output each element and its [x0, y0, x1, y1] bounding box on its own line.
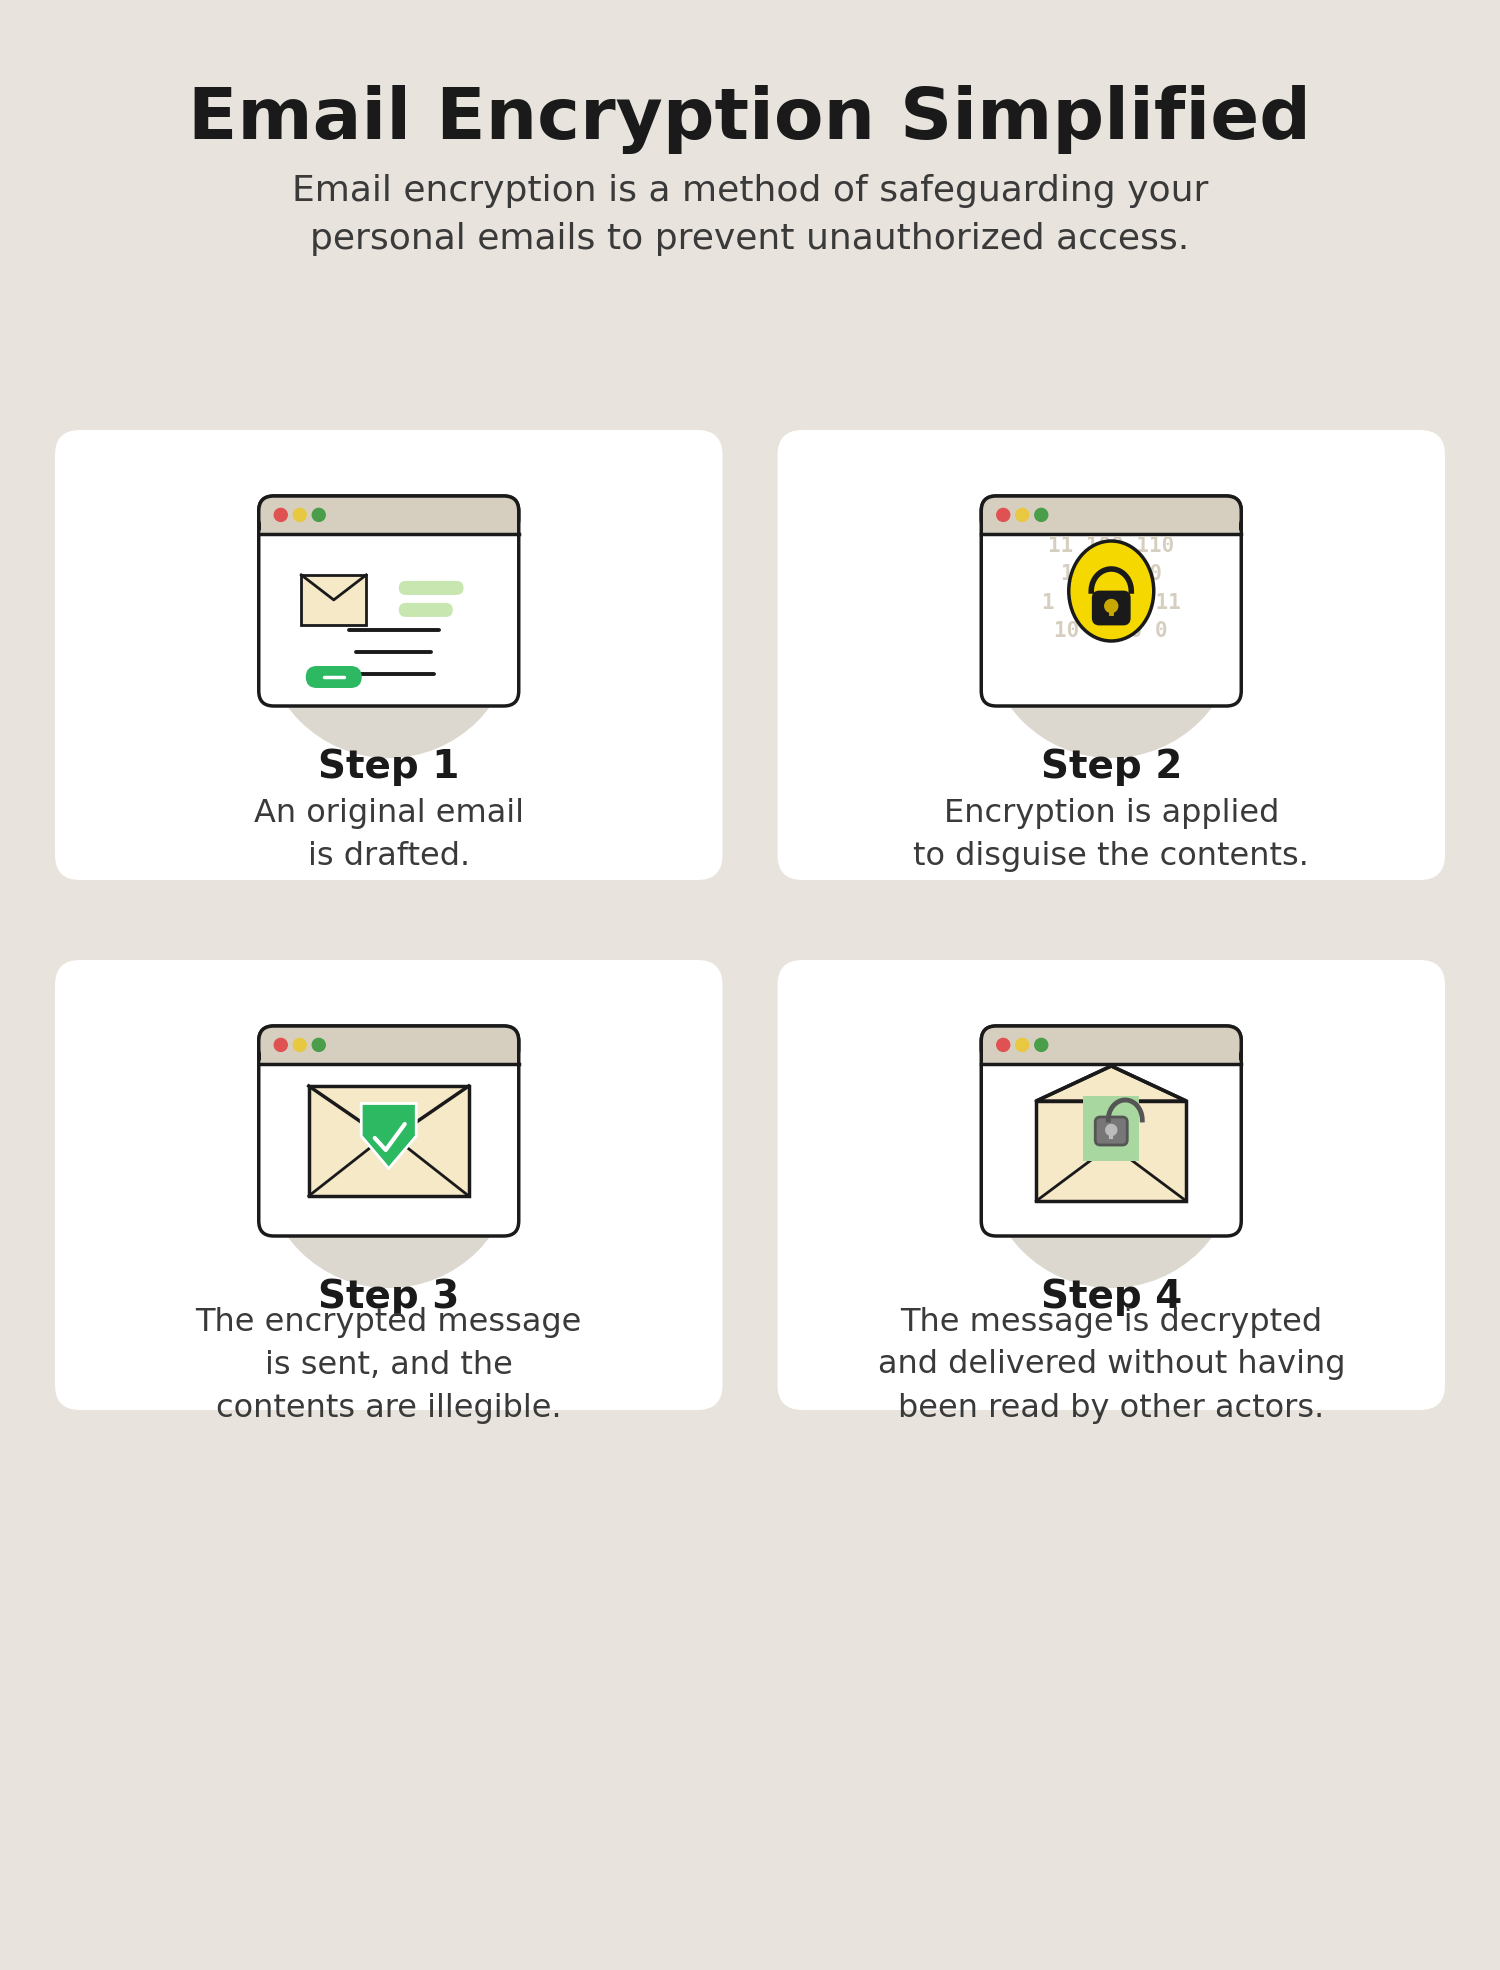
Circle shape	[1106, 1125, 1116, 1135]
Circle shape	[1016, 1038, 1029, 1052]
Text: Encryption is applied
to disguise the contents.: Encryption is applied to disguise the co…	[914, 798, 1310, 873]
Circle shape	[1035, 508, 1047, 522]
FancyBboxPatch shape	[981, 1026, 1240, 1064]
Text: 11     0: 11 0	[1060, 563, 1161, 583]
Polygon shape	[1036, 1066, 1187, 1101]
FancyBboxPatch shape	[260, 1026, 519, 1064]
Circle shape	[987, 508, 1236, 756]
Circle shape	[996, 1038, 1010, 1052]
Circle shape	[1035, 1038, 1047, 1052]
Circle shape	[294, 1038, 306, 1052]
Text: Email Encryption Simplified: Email Encryption Simplified	[189, 85, 1311, 154]
Circle shape	[274, 1038, 288, 1052]
FancyBboxPatch shape	[399, 603, 453, 617]
FancyBboxPatch shape	[260, 496, 519, 534]
Text: Step 2: Step 2	[1041, 749, 1182, 786]
Text: An original email
is drafted.: An original email is drafted.	[254, 798, 524, 873]
Text: Email encryption is a method of safeguarding your
personal emails to prevent una: Email encryption is a method of safeguar…	[292, 173, 1208, 256]
Ellipse shape	[1068, 542, 1154, 640]
FancyBboxPatch shape	[1036, 1101, 1187, 1202]
FancyBboxPatch shape	[56, 429, 723, 881]
FancyBboxPatch shape	[777, 959, 1444, 1411]
Bar	[261, 514, 516, 534]
Circle shape	[1016, 508, 1029, 522]
FancyBboxPatch shape	[777, 429, 1444, 881]
Text: Step 3: Step 3	[318, 1279, 459, 1316]
Bar	[982, 514, 1239, 534]
FancyBboxPatch shape	[1094, 593, 1130, 624]
Circle shape	[312, 508, 326, 522]
Bar	[982, 1044, 1239, 1064]
FancyBboxPatch shape	[981, 1026, 1240, 1235]
Text: 1        11: 1 11	[1042, 593, 1180, 613]
Circle shape	[274, 508, 288, 522]
Text: 10  110 0: 10 110 0	[1054, 621, 1168, 640]
FancyBboxPatch shape	[309, 1085, 468, 1196]
FancyBboxPatch shape	[399, 581, 464, 595]
Circle shape	[264, 1038, 513, 1286]
Circle shape	[996, 508, 1010, 522]
Bar	[261, 1044, 516, 1064]
Circle shape	[312, 1038, 326, 1052]
FancyBboxPatch shape	[260, 496, 519, 705]
Text: 11 100 110: 11 100 110	[1048, 536, 1174, 556]
Circle shape	[987, 1038, 1236, 1286]
FancyBboxPatch shape	[1083, 1095, 1140, 1160]
FancyBboxPatch shape	[56, 959, 723, 1411]
FancyBboxPatch shape	[981, 496, 1240, 534]
Circle shape	[294, 508, 306, 522]
Text: The encrypted message
is sent, and the
contents are illegible.: The encrypted message is sent, and the c…	[195, 1306, 582, 1424]
FancyBboxPatch shape	[1095, 1117, 1128, 1145]
FancyBboxPatch shape	[306, 666, 362, 688]
FancyBboxPatch shape	[302, 575, 366, 624]
Circle shape	[1104, 599, 1118, 613]
Text: The message is decrypted
and delivered without having
been read by other actors.: The message is decrypted and delivered w…	[878, 1306, 1346, 1424]
FancyBboxPatch shape	[981, 496, 1240, 705]
Polygon shape	[362, 1103, 417, 1168]
Text: Step 4: Step 4	[1041, 1279, 1182, 1316]
FancyBboxPatch shape	[260, 1026, 519, 1235]
Text: Step 1: Step 1	[318, 749, 459, 786]
Circle shape	[264, 508, 513, 756]
